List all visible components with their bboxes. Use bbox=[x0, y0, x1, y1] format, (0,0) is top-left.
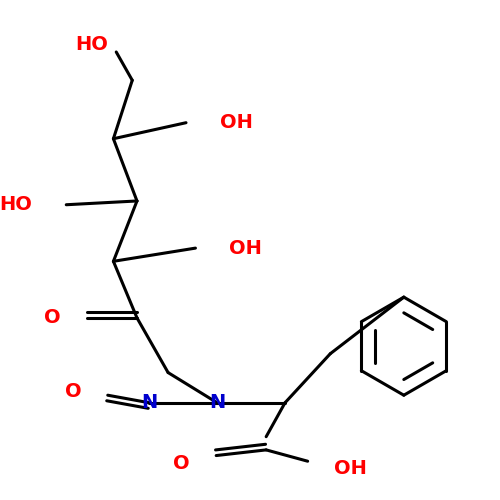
Text: O: O bbox=[173, 454, 190, 472]
Text: OH: OH bbox=[334, 460, 367, 478]
Text: OH: OH bbox=[230, 238, 262, 258]
Text: O: O bbox=[64, 382, 82, 401]
Text: N: N bbox=[209, 394, 226, 412]
Text: N: N bbox=[141, 394, 158, 412]
Text: HO: HO bbox=[0, 195, 32, 214]
Text: HO: HO bbox=[76, 35, 108, 54]
Text: O: O bbox=[44, 308, 60, 328]
Text: OH: OH bbox=[220, 113, 253, 132]
